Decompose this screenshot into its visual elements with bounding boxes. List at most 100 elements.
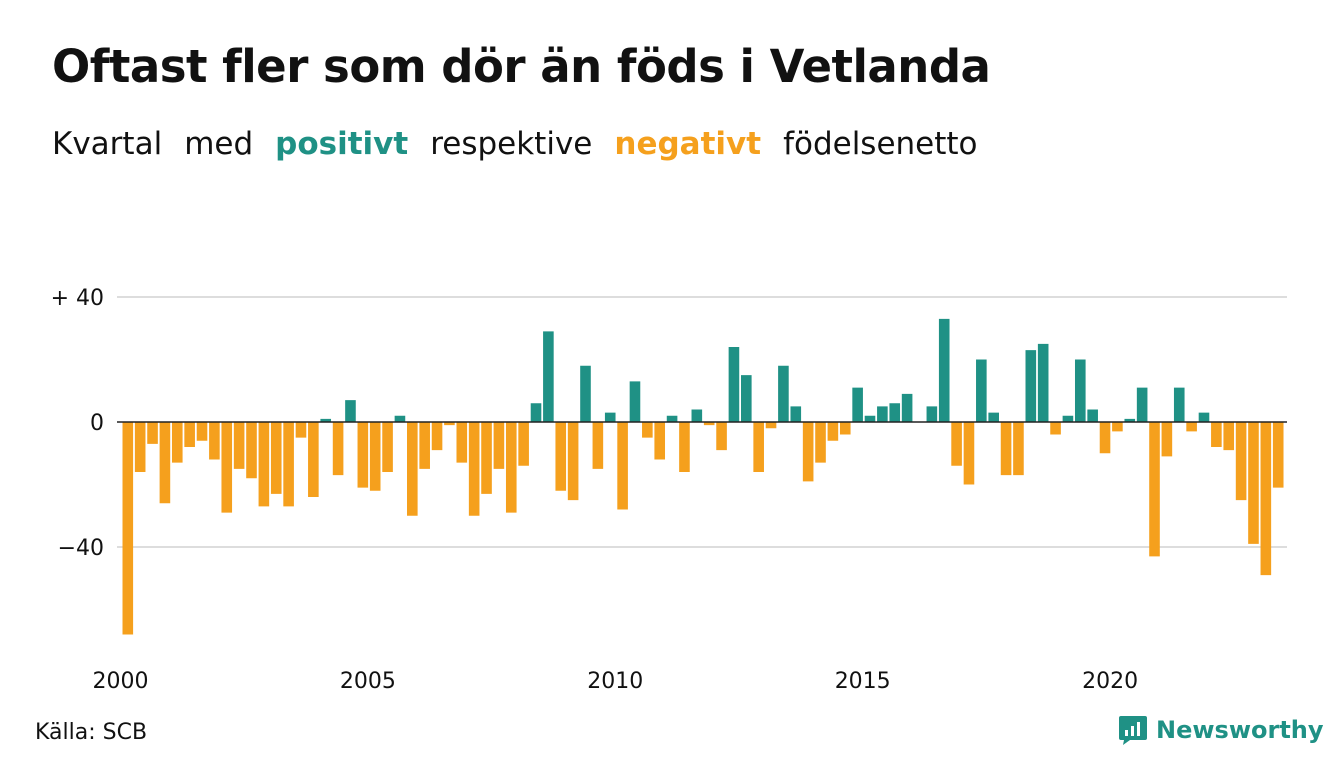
chart-title: Oftast fler som dör än föds i Vetlanda [52, 40, 991, 93]
bar-negative [209, 422, 220, 460]
bar-positive [629, 381, 641, 423]
bar-negative [654, 422, 666, 460]
chart-subtitle: Kvartal med positivt respektive negativt föde… [52, 126, 1000, 162]
bar-positive [394, 415, 406, 422]
bar-negative [258, 422, 270, 507]
bar-negative [270, 422, 282, 494]
brand-name: Newsworthy [1156, 716, 1324, 744]
bar-negative [171, 422, 183, 463]
y-tick-label: + 40 [51, 286, 104, 311]
bar-positive [938, 318, 950, 423]
bar-positive [1074, 359, 1086, 422]
bar-negative [468, 422, 480, 516]
bar-positive [1062, 415, 1074, 422]
subtitle-word-med: med [184, 126, 254, 162]
bar-negative [1211, 422, 1222, 447]
bar-negative [369, 422, 381, 491]
bar-negative [419, 422, 430, 469]
x-axis-ticks: 2000 2005 2010 2015 2020 [93, 421, 1287, 694]
bar-negative [703, 422, 715, 426]
bar-positive [1136, 387, 1148, 423]
x-tick-label: 2000 [93, 669, 149, 694]
bar-negative [184, 422, 195, 447]
x-tick-label: 2010 [587, 669, 643, 694]
bar-negative [802, 422, 814, 482]
y-axis-ticks: + 40 0 −40 [51, 286, 104, 561]
bar-positive [901, 393, 913, 423]
bar-negative [716, 422, 727, 451]
bar-negative [815, 422, 826, 463]
y-tick-label: 0 [90, 411, 104, 436]
bar-negative [147, 422, 158, 444]
bar-positive [1025, 350, 1037, 423]
bar-negative [567, 422, 579, 501]
brand-logo: Newsworthy [1118, 714, 1324, 746]
bar-negative [963, 422, 975, 485]
bar-positive [741, 375, 752, 423]
bar-negative [1013, 422, 1024, 476]
bar-positive [691, 409, 703, 422]
bar-negative [122, 422, 134, 635]
bar-negative [382, 422, 393, 472]
bar-positive [666, 415, 678, 422]
bar-positive [1037, 343, 1049, 423]
source-note: Källa: SCB [35, 720, 148, 745]
bar-positive [988, 412, 999, 423]
bar-positive [530, 403, 542, 422]
bars [122, 318, 1284, 635]
bar-negative [1235, 422, 1247, 501]
bar-negative [1260, 422, 1272, 576]
bar-negative [456, 422, 468, 463]
bar-negative [827, 422, 839, 441]
bar-negative [839, 422, 851, 435]
bar-negative [592, 422, 604, 469]
bar-negative [308, 422, 319, 497]
bar-negative [481, 422, 492, 494]
bar-positive [778, 365, 789, 422]
bar-negative [518, 422, 529, 466]
bar-negative [1112, 422, 1123, 432]
bar-positive [790, 406, 802, 423]
bar-negative [357, 422, 369, 488]
bar-negative [246, 422, 257, 479]
bar-negative [951, 422, 962, 466]
bar-negative [444, 422, 455, 426]
bar-negative [233, 422, 245, 469]
subtitle-positive-label: positivt [275, 126, 409, 162]
bar-negative [1248, 422, 1259, 544]
bar-negative [555, 422, 567, 491]
bar-negative [679, 422, 690, 472]
bar-positive [852, 387, 863, 423]
bar-negative [1149, 422, 1160, 557]
subtitle-word-respektive: respektive [430, 126, 593, 162]
bar-negative [295, 422, 307, 438]
bar-positive [728, 347, 740, 422]
bar-positive [604, 412, 616, 423]
bar-positive [580, 365, 591, 422]
bar-negative [1099, 422, 1111, 454]
x-tick-label: 2015 [835, 669, 891, 694]
bar-negative [1186, 422, 1197, 432]
bar-negative [1050, 422, 1061, 435]
bar-positive [976, 359, 987, 422]
bar-negative [283, 422, 294, 507]
bar-negative [1223, 422, 1235, 451]
bar-positive [1087, 409, 1098, 422]
bar-positive [889, 403, 901, 422]
bar-negative [493, 422, 505, 469]
bar-positive [1198, 412, 1210, 423]
subtitle-word-fodelsenetto: födelsenetto [783, 126, 978, 162]
x-tick-label: 2020 [1082, 669, 1138, 694]
bar-negative [196, 422, 208, 441]
x-tick-label: 2005 [340, 669, 396, 694]
bar-negative [753, 422, 764, 472]
bar-negative [642, 422, 653, 438]
bar-positive [345, 400, 356, 423]
bar-negative [407, 422, 418, 516]
bar-negative [617, 422, 628, 510]
bar-positive [543, 331, 554, 423]
bar-negative [1000, 422, 1012, 476]
bar-positive [926, 406, 938, 423]
subtitle-word-kvartal: Kvartal [52, 126, 163, 162]
